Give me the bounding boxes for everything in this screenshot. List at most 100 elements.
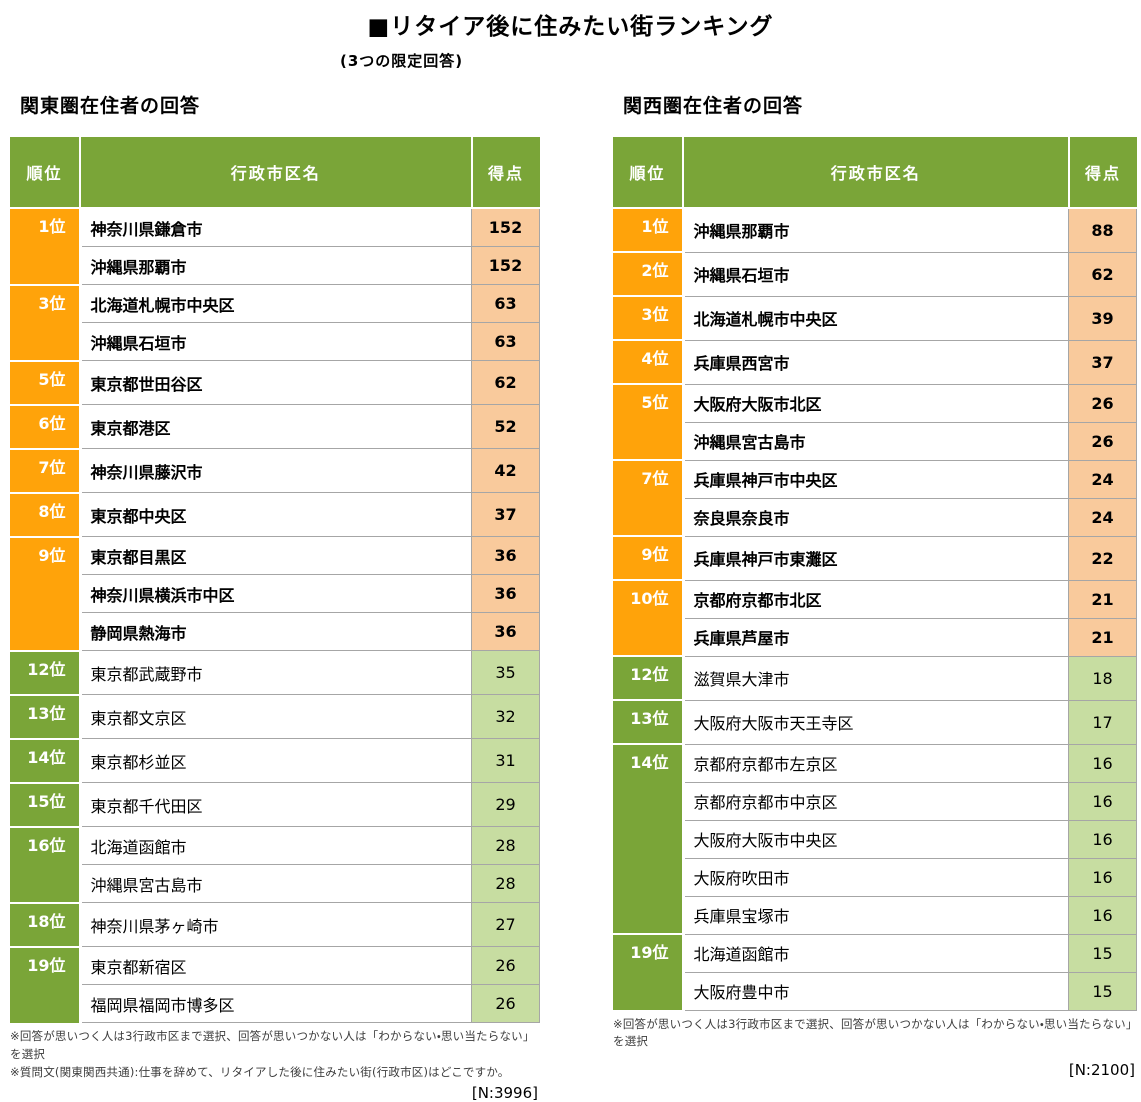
rank-cell: 16位 [10,825,82,903]
city-cell: 兵庫県神戸市中央区 [682,459,1069,499]
city-cell: 東京都世田谷区 [79,360,472,405]
score-cell: 36 [471,574,540,613]
kansai-section: 関西圏在住者の回答 順位 行政市区名 得点 1位 沖縄県那覇市 88 2位 沖縄県石垣市… [613,91,1137,1102]
table-row: 大阪府大阪市中央区 16 [613,819,1137,859]
score-cell: 24 [1068,497,1137,537]
column-header-name: 行政市区名 [683,137,1070,209]
city-cell: 東京都新宿区 [79,946,472,985]
header-row: 順位 行政市区名 得点 [613,137,1137,209]
rank-cell: 9位 [613,535,685,580]
rank-cell: 14位 [613,743,685,934]
sample-size-kanto: [N:3996] [471,1084,538,1102]
score-cell: 62 [471,360,540,405]
table-row: 15位 東京都千代田区 29 [10,781,540,827]
score-cell: 16 [1068,857,1137,897]
section-heading-kansai: 関西圏在住者の回答 [623,95,804,117]
rank-cell: 3位 [613,295,685,340]
table-row: 2位 沖縄県石垣市 62 [613,251,1137,297]
score-cell: 37 [471,492,540,537]
rank-cell: 5位 [10,359,82,405]
table-row: 13位 東京都文京区 32 [10,693,540,739]
page-subtitle: (3つの限定回答) [340,52,464,70]
score-cell: 26 [1068,421,1137,461]
city-cell: 東京都千代田区 [79,782,472,827]
score-cell: 37 [1068,339,1137,385]
city-cell: 滋賀県大津市 [682,655,1069,701]
table-row: 12位 東京都武蔵野市 35 [10,649,540,695]
city-cell: 沖縄県那覇市 [79,246,472,285]
table-row: 奈良県奈良市 24 [613,497,1137,537]
rank-cell: 1位 [613,207,685,252]
rank-cell: 13位 [10,693,82,739]
table-row: 5位 大阪府大阪市北区 26 [613,383,1137,460]
city-cell: 京都府京都市中京区 [682,781,1069,821]
score-cell: 28 [471,826,540,865]
footnotes-kanto: ※回答が思いつく人は3行政市区まで選択、回答が思いつかない人は「わからない・思い… [10,1028,540,1081]
table-row: 7位 兵庫県神戸市中央区 24 [613,459,1137,536]
table-row: 福岡県福岡市博多区 26 [10,984,540,1023]
table-row: 大阪府吹田市 16 [613,857,1137,897]
city-cell: 大阪府豊中市 [682,971,1069,1011]
score-cell: 152 [471,207,540,247]
score-cell: 52 [471,404,540,449]
score-cell: 18 [1068,655,1137,701]
city-cell: 大阪府大阪市北区 [682,383,1069,423]
score-cell: 36 [471,612,540,651]
header-row: 順位 行政市区名 得点 [10,137,540,209]
table-row: 8位 東京都中央区 37 [10,491,540,537]
table-row: 大阪府豊中市 15 [613,971,1137,1011]
city-cell: 東京都武蔵野市 [79,650,472,695]
score-cell: 16 [1068,781,1137,821]
city-cell: 奈良県奈良市 [682,497,1069,537]
city-cell: 沖縄県石垣市 [79,322,472,361]
city-cell: 静岡県熱海市 [79,612,472,651]
city-cell: 沖縄県宮古島市 [79,864,472,903]
city-cell: 大阪府吹田市 [682,857,1069,897]
table-row: 1位 神奈川県鎌倉市 152 [10,207,540,285]
table-row: 7位 神奈川県藤沢市 42 [10,447,540,493]
rank-cell: 1位 [10,207,82,285]
table-row: 5位 東京都世田谷区 62 [10,359,540,405]
rank-cell: 4位 [613,339,685,384]
score-cell: 17 [1068,699,1137,745]
column-header-name: 行政市区名 [80,137,473,209]
score-cell: 29 [471,782,540,827]
column-header-score: 得点 [471,137,540,209]
rank-cell: 7位 [613,459,685,536]
table-row: 沖縄県宮古島市 28 [10,864,540,903]
kansai-ranking-table: 順位 行政市区名 得点 1位 沖縄県那覇市 88 2位 沖縄県石垣市 62 3位 北海道札幌市… [613,137,1137,1011]
table-row: 13位 大阪府大阪市天王寺区 17 [613,699,1137,745]
table-row: 16位 北海道函館市 28 [10,825,540,903]
table-row: 19位 北海道函館市 15 [613,933,1137,1010]
table-row: 9位 東京都目黒区 36 [10,535,540,651]
city-cell: 兵庫県神戸市東灘区 [682,535,1069,581]
table-row: 京都府京都市中京区 16 [613,781,1137,821]
city-cell: 沖縄県石垣市 [682,251,1069,297]
tables-row: 関東圏在住者の回答 順位 行政市区名 得点 1位 神奈川県鎌倉市 152 沖縄県那覇市… [0,91,1141,1102]
rank-cell: 5位 [613,383,685,460]
city-cell: 神奈川県茅ヶ崎市 [79,902,472,947]
score-cell: 39 [1068,295,1137,341]
table-row: 14位 東京都杉並区 31 [10,737,540,783]
note-line: ※回答が思いつく人は3行政市区まで選択、回答が思いつかない人は「わからない・思い… [613,1016,1132,1049]
score-cell: 28 [471,864,540,903]
score-cell: 26 [1068,383,1137,423]
table-row: 沖縄県宮古島市 26 [613,421,1137,461]
city-cell: 東京都港区 [79,404,472,449]
city-cell: 兵庫県芦屋市 [682,617,1069,657]
rank-cell: 7位 [10,447,82,493]
city-cell: 大阪府大阪市中央区 [682,819,1069,859]
table-row: 3位 北海道札幌市中央区 39 [613,295,1137,341]
city-cell: 沖縄県宮古島市 [682,421,1069,461]
score-cell: 21 [1068,579,1137,619]
rank-cell: 9位 [10,535,82,651]
column-header-score: 得点 [1068,137,1137,209]
table-row: 9位 兵庫県神戸市東灘区 22 [613,535,1137,581]
score-cell: 26 [471,984,540,1023]
rank-cell: 12位 [10,649,82,695]
table-row: 6位 東京都港区 52 [10,403,540,449]
city-cell: 北海道札幌市中央区 [682,295,1069,341]
score-cell: 32 [471,694,540,739]
city-cell: 北海道函館市 [79,826,472,865]
table-row: 12位 滋賀県大津市 18 [613,655,1137,701]
